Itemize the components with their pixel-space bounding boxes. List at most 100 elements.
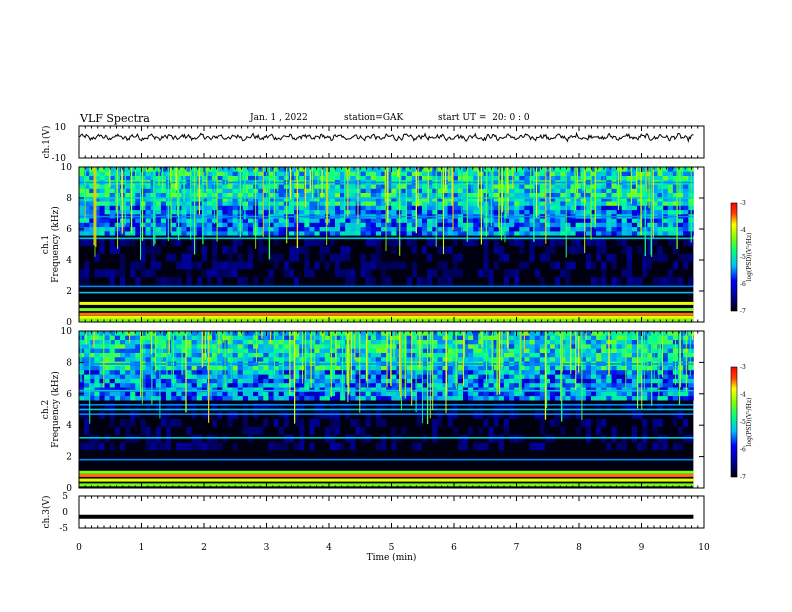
ch1-spectrogram-cell xyxy=(391,205,397,211)
ch2-spectrogram-cell xyxy=(601,335,607,340)
ch1-spectrogram-cell xyxy=(299,201,305,206)
ch1-spectrogram-cell xyxy=(565,201,571,206)
ch2-spectrogram-cell xyxy=(329,391,336,397)
ch2-spectrogram-cell xyxy=(319,365,326,371)
ch1-spectrogram-cell xyxy=(79,196,85,202)
ch1-spectrogram-cell xyxy=(550,184,556,189)
ch1-spectrogram-cell xyxy=(468,226,474,232)
ch2-spectrogram-cell xyxy=(626,348,633,353)
ch2-spectrogram-cell xyxy=(601,418,607,427)
ch1-spectrogram-cell xyxy=(437,226,443,232)
ch1-spectrogram-cell xyxy=(683,175,689,181)
ch1-spectrogram-cell xyxy=(534,230,541,236)
ch2-spectrogram-cell xyxy=(524,352,530,358)
ch2-spectrogram-cell xyxy=(273,395,280,401)
ch2-spectrogram-cell xyxy=(606,378,612,384)
ch1-spectrogram-cell xyxy=(473,188,479,193)
ch2-spectrogram-cell xyxy=(411,352,418,358)
ch1-spectrogram-cell xyxy=(514,205,520,211)
ch2-spectrogram-cell xyxy=(447,382,454,388)
ch2-spectrogram-cell xyxy=(688,352,694,358)
ch1-spectrogram-cell xyxy=(626,184,633,189)
ch2-spectrogram-cell xyxy=(345,403,351,411)
ch2-spectrogram-band-line xyxy=(79,483,694,487)
ch1-spectrogram-cell xyxy=(524,226,530,232)
ch1-spectrogram-cell xyxy=(227,167,233,172)
ch1-spectrogram-cell xyxy=(596,277,602,285)
ch1-spectrogram-cell xyxy=(160,171,167,176)
ch2-spectrogram-cell xyxy=(155,339,162,345)
ch1-spectrogram-cell xyxy=(406,184,413,189)
ch2-spectrogram-cell xyxy=(232,382,239,388)
ch2-spectrogram-cell xyxy=(539,365,546,371)
ch2-spectrogram-cell xyxy=(120,382,126,388)
ch1-spectrogram-cell xyxy=(534,167,541,172)
ch1-spectrogram-cell xyxy=(258,246,264,254)
ch1-spectrogram-cell xyxy=(314,171,320,176)
ch2-spectrogram-cell xyxy=(478,403,484,411)
ch2-spectrogram-cell xyxy=(181,365,187,371)
ch2-spectrogram-cell xyxy=(278,391,285,397)
ch1-spectrogram-cell xyxy=(406,222,413,228)
ch1-spectrogram-cell xyxy=(401,209,407,215)
ch2-spectrogram-cell xyxy=(155,365,162,371)
ch2-spectrogram-cell xyxy=(539,426,545,435)
ch2-spectrogram-cell xyxy=(560,378,566,384)
ch2-spectrogram-cell xyxy=(227,331,233,336)
ch1-spectrogram-cell xyxy=(304,209,310,215)
ch2-spectrogram-cell xyxy=(447,344,454,349)
ch1-spectrogram-cell xyxy=(299,218,305,223)
ch2-spectrogram-cell xyxy=(503,365,510,371)
ch1-spectrogram-cell xyxy=(186,192,192,198)
ch2-spectrogram-cell xyxy=(191,403,197,411)
ch2-spectrogram-cell xyxy=(253,352,259,358)
ch1-spectrogram-cell xyxy=(452,171,459,176)
ch2-spectrogram-cell xyxy=(212,387,218,392)
ch1-spectrogram-cell xyxy=(519,230,525,236)
ch1-spectrogram-cell xyxy=(591,192,597,198)
ch2-spectrogram-cell xyxy=(652,331,658,336)
ch2-spectrogram-cell xyxy=(340,403,346,411)
ch1-spectrogram-cell xyxy=(135,261,141,270)
ch1-spectrogram-cell xyxy=(278,192,285,198)
ch1-spectrogram-cell xyxy=(550,230,556,236)
ch2-spectrogram-cell xyxy=(534,369,541,375)
ch2-spectrogram-cell xyxy=(519,378,525,384)
ch1-spectrogram-cell xyxy=(442,222,448,228)
ch2-spectrogram-cell xyxy=(242,356,249,362)
ch2-spectrogram-cell xyxy=(468,335,474,340)
ch2-spectrogram-cell xyxy=(309,418,315,427)
ch2-spectrogram-cell xyxy=(575,382,582,388)
ch2-spectrogram-cell xyxy=(637,395,643,401)
ch1-spectrogram-cell xyxy=(365,205,372,211)
ch1-spectrogram-cell xyxy=(232,209,239,215)
ch1-spectrogram-cell xyxy=(570,226,576,232)
ch2-spectrogram-cell xyxy=(114,395,121,401)
ch2-spectrogram-cell xyxy=(463,391,469,397)
ch1-spectrogram-cell xyxy=(555,188,561,193)
ch1-spectrogram-cell xyxy=(309,238,315,247)
ch1-spectrogram-cell xyxy=(647,196,653,202)
ch2-spectrogram-cell xyxy=(529,335,535,340)
ch2-spectrogram-cell xyxy=(416,369,423,375)
ch2-spectrogram-cell xyxy=(565,374,571,379)
ch2-spectrogram-cell xyxy=(637,365,643,371)
ch1-spectrogram-cell xyxy=(560,205,566,211)
ch1-spectrogram-cell xyxy=(565,196,571,202)
ch1-spectrogram-cell xyxy=(314,261,320,270)
ch2-spectrogram-cell xyxy=(468,352,474,358)
ch1-spectrogram-cell xyxy=(263,201,269,206)
ch2-spectrogram-cell xyxy=(130,374,136,379)
ch1-spectrogram-cell xyxy=(647,226,653,232)
ch2-spectrogram-cell xyxy=(329,356,336,362)
ch1-spectrogram-cell xyxy=(391,188,397,193)
ch1-spectrogram-cell xyxy=(294,246,300,254)
ch1-spectrogram-cell xyxy=(411,167,418,172)
ch2-spectrogram-cell xyxy=(386,369,392,375)
ch1-spectrogram-cell xyxy=(580,201,587,206)
ch2-spectrogram-cell xyxy=(99,442,105,451)
ch2-spectrogram-cell xyxy=(350,374,356,379)
ch2-spectrogram-cell xyxy=(360,403,366,411)
ch1-spectrogram-cell xyxy=(463,238,469,247)
ch2-spectrogram-cell xyxy=(335,348,341,353)
